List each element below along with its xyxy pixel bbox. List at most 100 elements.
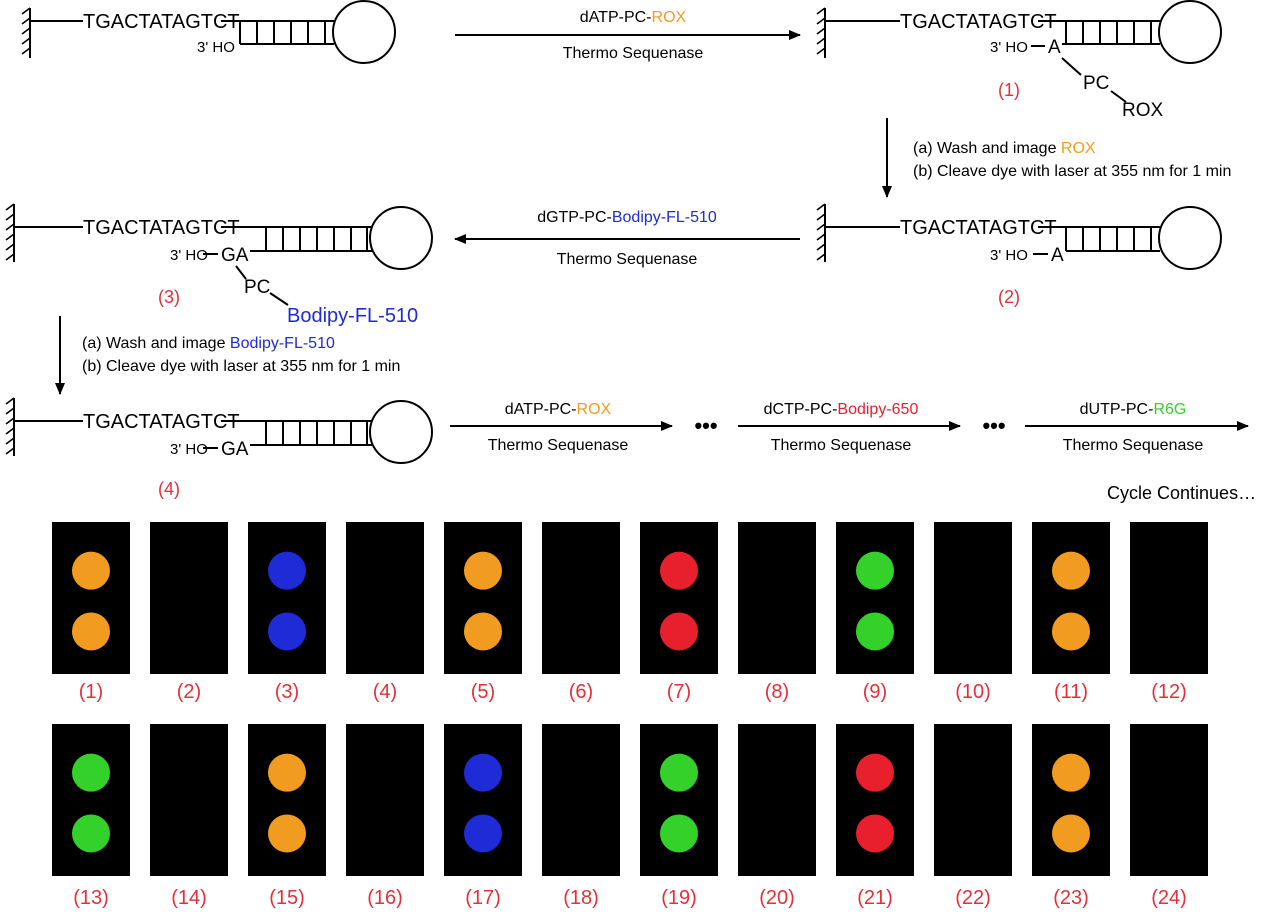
panel-label: (9) <box>863 681 887 703</box>
template-sequence: TGACTATAGTCT <box>83 217 240 239</box>
cleave-text: (b) Cleave dye with laser at 355 nm for … <box>913 163 1231 180</box>
fluorescence-image-panel: (15) <box>248 724 326 909</box>
reaction-step-1: dATP-PC-ROX Thermo Sequenase <box>455 9 801 62</box>
fluorescent-spot <box>660 612 698 651</box>
reaction-step-5: dUTP-PC-R6G Thermo Sequenase <box>1025 401 1249 454</box>
linker-label: PC <box>1083 73 1109 94</box>
fluorescence-image-panel: (9) <box>836 522 914 703</box>
panel-label: (18) <box>563 887 599 909</box>
fluorescence-image-panel: (19) <box>640 724 718 909</box>
hairpin-loop-icon <box>1158 206 1222 270</box>
panel-label: (22) <box>955 887 991 909</box>
image-background <box>150 724 228 876</box>
hairpin-loop-icon <box>369 400 433 464</box>
hairpin-loop-icon <box>1158 0 1222 64</box>
enzyme-label: Thermo Sequenase <box>771 437 912 454</box>
surface-anchor-icon <box>5 203 15 262</box>
template-sequence: TGACTATAGTCT <box>83 411 240 433</box>
image-background <box>248 522 326 674</box>
image-background <box>444 724 522 876</box>
construct-4: TGACTATAGTCT 3' HO GA (4) <box>5 397 433 499</box>
linker-label: PC <box>244 277 270 298</box>
hairpin-loop-icon <box>369 206 433 270</box>
image-background <box>836 724 914 876</box>
image-background <box>640 724 718 876</box>
fluorescence-image-panel: (24) <box>1130 724 1208 909</box>
panel-label: (12) <box>1151 681 1187 703</box>
panel-label: (4) <box>373 681 397 703</box>
cycle-continues-text: Cycle Continues… <box>1107 483 1256 503</box>
panel-label: (10) <box>955 681 991 703</box>
fluorescent-spot <box>660 551 698 590</box>
fluorescence-image-panel: (13) <box>52 724 130 909</box>
template-construct-start: TGACTATAGTCT 3' HO <box>21 0 396 64</box>
fluorescence-image-panel: (12) <box>1130 522 1208 703</box>
fluorescent-spot <box>856 814 894 853</box>
fluorescent-spot <box>72 814 110 853</box>
image-background <box>1130 724 1208 876</box>
image-background <box>346 724 424 876</box>
fluorescent-spot <box>464 814 502 853</box>
incorporated-bases: GA <box>221 245 249 266</box>
fluorescence-image-panel: (21) <box>836 724 914 909</box>
image-background <box>738 522 816 674</box>
fluorescent-spot <box>660 814 698 853</box>
fluorescence-image-panel: (22) <box>934 724 1012 909</box>
surface-anchor-icon <box>5 397 15 456</box>
fluorescent-spot <box>464 753 502 792</box>
fluorescence-image-panel: (18) <box>542 724 620 909</box>
hairpin-loop-icon <box>332 0 396 64</box>
image-background <box>1032 724 1110 876</box>
reagent-label: dATP-PC-ROX <box>580 9 687 26</box>
fluorescence-image-panel: (16) <box>346 724 424 909</box>
structure-label: (2) <box>998 287 1020 307</box>
fluorescence-image-panel: (2) <box>150 522 228 703</box>
construct-3: TGACTATAGTCT 3' HO GA PC Bodipy-FL-510 (… <box>5 203 433 327</box>
structure-label: (3) <box>158 287 180 307</box>
wash-image-text: (a) Wash and image ROX <box>913 140 1096 157</box>
fluorescent-spot <box>72 753 110 792</box>
fluorescence-image-panel: (1) <box>52 522 130 703</box>
image-background <box>640 522 718 674</box>
enzyme-label: Thermo Sequenase <box>488 437 629 454</box>
hydroxyl-label: 3' HO <box>197 39 235 56</box>
image-background <box>1032 522 1110 674</box>
hydroxyl-label: 3' HO <box>170 247 208 264</box>
fluorescence-image-panel: (14) <box>150 724 228 909</box>
fluorescent-spot <box>1052 551 1090 590</box>
template-sequence: TGACTATAGTCT <box>900 217 1057 239</box>
construct-2: TGACTATAGTCT 3' HO A (2) <box>816 203 1222 307</box>
wash-step-2: (a) Wash and image Bodipy-FL-510 (b) Cle… <box>55 316 400 395</box>
template-sequence: TGACTATAGTCT <box>900 11 1057 33</box>
structure-label: (1) <box>998 80 1020 100</box>
panel-label: (15) <box>269 887 305 909</box>
fluorescence-image-panel: (6) <box>542 522 620 703</box>
fluorescence-image-panel: (10) <box>934 522 1012 703</box>
fluorescence-image-panel: (23) <box>1032 724 1110 909</box>
fluorescent-spot <box>268 753 306 792</box>
fluorescent-spot <box>1052 612 1090 651</box>
image-panel-grid: (1) (2) (3) (4) (5) (6) (7) (8) (9) (10) (11) (12) (… <box>52 522 1208 909</box>
hydroxyl-label: 3' HO <box>990 39 1028 56</box>
panel-label: (17) <box>465 887 501 909</box>
ellipsis: ••• <box>694 413 717 438</box>
surface-anchor-icon <box>816 7 826 58</box>
fluorescent-spot <box>268 551 306 590</box>
image-background <box>542 522 620 674</box>
fluorescent-spot <box>1052 753 1090 792</box>
fluorescence-image-panel: (8) <box>738 522 816 703</box>
dye-label-bodipy-fl-510: Bodipy-FL-510 <box>287 305 418 327</box>
fluorescent-spot <box>856 551 894 590</box>
structure-label: (4) <box>158 479 180 499</box>
image-background <box>444 522 522 674</box>
fluorescent-spot <box>72 612 110 651</box>
fluorescent-spot <box>268 814 306 853</box>
fluorescence-image-panel: (17) <box>444 724 522 909</box>
panel-label: (24) <box>1151 887 1187 909</box>
panel-label: (19) <box>661 887 697 909</box>
hydroxyl-label: 3' HO <box>170 441 208 458</box>
panel-label: (21) <box>857 887 893 909</box>
fluorescent-spot <box>1052 814 1090 853</box>
image-background <box>52 724 130 876</box>
fluorescent-spot <box>464 612 502 651</box>
